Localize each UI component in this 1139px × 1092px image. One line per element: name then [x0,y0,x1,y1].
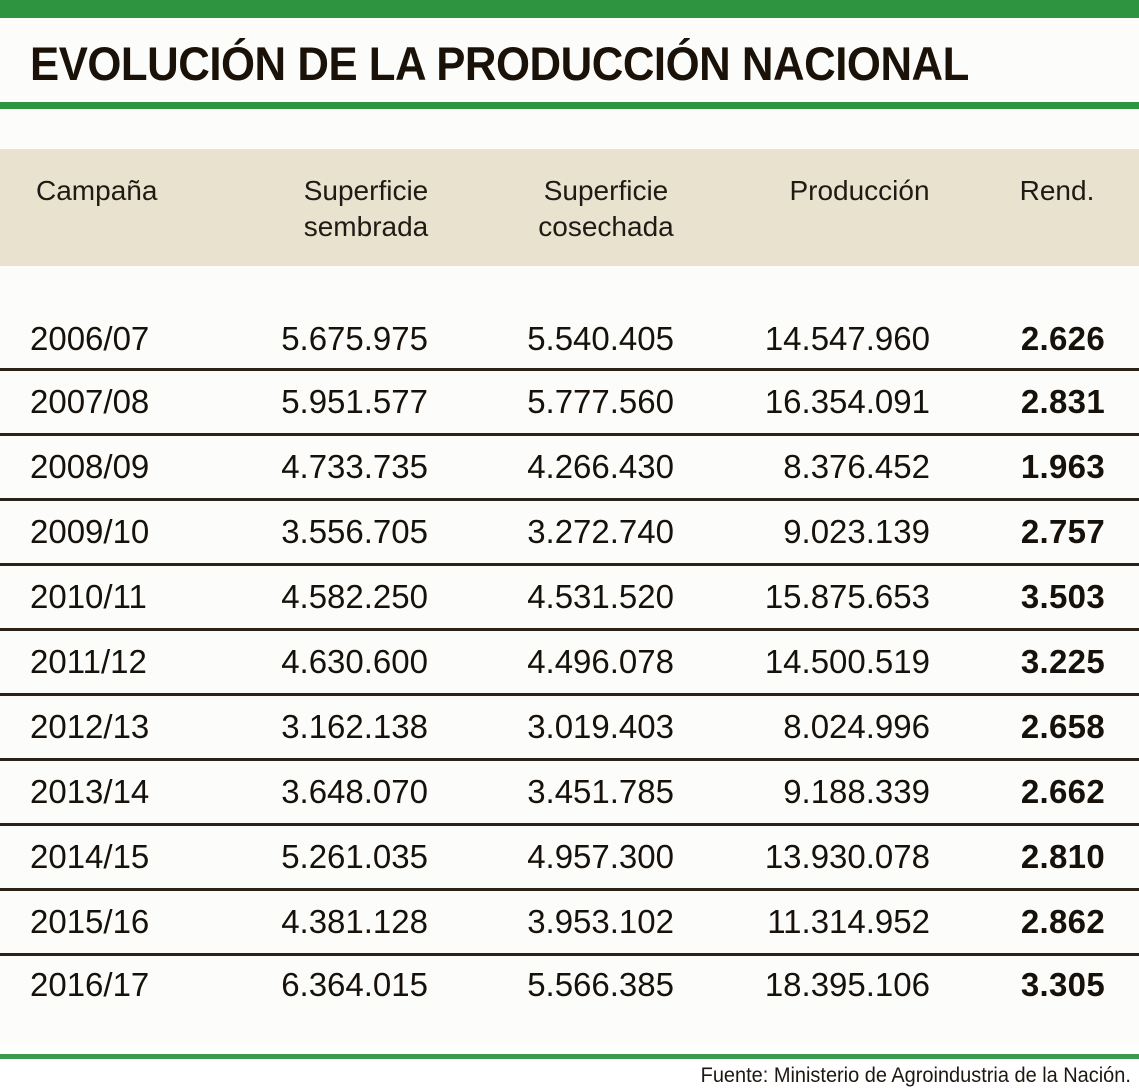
cell-superficie-cosechada: 3.451.785 [486,759,726,826]
table-row: 2006/07 5.675.975 5.540.405 14.547.960 2.626 [0,266,1139,371]
cell-superficie-sembrada: 3.162.138 [246,694,486,761]
cell-superficie-sembrada: 6.364.015 [281,966,428,1003]
cell-superficie-sembrada: 5.675.975 [246,266,486,371]
cell-produccion: 14.500.519 [726,629,993,696]
footer: Fuente: Ministerio de Agroindustria de l… [0,1059,1139,1092]
table-row: 2007/08 5.951.577 5.777.560 16.354.091 2.831 [0,369,1139,436]
table-row: 2009/10 3.556.705 3.272.740 9.023.139 2.757 [0,499,1139,566]
table-body: 2006/07 5.675.975 5.540.405 14.547.960 2.626… [0,266,1139,1054]
column-header-rend: Rend. [993,149,1139,266]
cell-superficie-sembrada: 3.556.705 [246,499,486,566]
production-table: Campaña Superficie sembrada Superficie c… [0,149,1139,1054]
cell-superficie-cosechada: 5.540.405 [486,266,726,371]
top-green-band [0,0,1139,18]
title-spacer [0,109,1139,149]
cell-superficie-cosechada: 4.266.430 [486,434,726,501]
column-header-cosechada-line1: Superficie [543,175,669,206]
cell-produccion: 8.376.452 [726,434,993,501]
table-row: 2016/17 6.364.015 5.566.385 18.395.106 3.305 [0,955,1139,1055]
column-header-produccion-line1: Producción [789,175,930,206]
cell-campana: 2006/07 [0,266,246,371]
column-header-produccion: Producción [726,149,993,266]
table-row: 2012/13 3.162.138 3.019.403 8.024.996 2.658 [0,694,1139,761]
title-underline-rule [0,102,1139,109]
cell-campana: 2016/17 [30,966,150,1003]
cell-campana: 2015/16 [0,889,246,956]
cell-superficie-sembrada: 4.582.250 [246,564,486,631]
cell-produccion: 8.024.996 [726,694,993,761]
table-row: 2010/11 4.582.250 4.531.520 15.875.653 3.503 [0,564,1139,631]
cell-produccion: 9.023.139 [726,499,993,566]
table-header-row: Campaña Superficie sembrada Superficie c… [0,149,1139,266]
cell-campana: 2013/14 [0,759,246,826]
cell-superficie-cosechada: 4.496.078 [486,629,726,696]
page-title: EVOLUCIÓN DE LA PRODUCCIÓN NACIONAL [30,37,969,90]
source-note: Fuente: Ministerio de Agroindustria de l… [700,1063,1131,1087]
title-area: EVOLUCIÓN DE LA PRODUCCIÓN NACIONAL [0,18,1139,92]
cell-produccion: 14.547.960 [726,266,993,371]
cell-produccion: 16.354.091 [726,369,993,436]
cell-rend: 2.810 [993,824,1139,891]
cell-rend: 1.963 [993,434,1139,501]
cell-campana: 2010/11 [0,564,246,631]
cell-rend: 3.225 [993,629,1139,696]
column-header-cosechada-line2: cosechada [538,211,674,242]
column-header-campana-line1: Campaña [36,175,158,206]
cell-superficie-sembrada: 3.648.070 [246,759,486,826]
cell-superficie-cosechada: 3.953.102 [486,889,726,956]
column-header-sembrada-line1: Superficie [303,175,429,206]
table-row: 2015/16 4.381.128 3.953.102 11.314.952 2.862 [0,889,1139,956]
cell-rend: 2.862 [993,889,1139,956]
cell-superficie-cosechada: 3.272.740 [486,499,726,566]
cell-produccion: 9.188.339 [726,759,993,826]
cell-superficie-sembrada: 5.951.577 [246,369,486,436]
cell-superficie-sembrada: 4.733.735 [246,434,486,501]
cell-rend: 2.658 [993,694,1139,761]
table-row: 2014/15 5.261.035 4.957.300 13.930.078 2.810 [0,824,1139,891]
cell-produccion: 18.395.106 [764,966,930,1003]
column-header-sembrada-line2: sembrada [303,211,429,242]
cell-superficie-cosechada: 4.957.300 [486,824,726,891]
cell-superficie-cosechada: 3.019.403 [486,694,726,761]
cell-rend: 3.305 [1020,966,1105,1003]
cell-rend: 2.626 [993,266,1139,371]
cell-campana: 2007/08 [0,369,246,436]
table-row: 2008/09 4.733.735 4.266.430 8.376.452 1.963 [0,434,1139,501]
cell-produccion: 13.930.078 [726,824,993,891]
table-row: 2013/14 3.648.070 3.451.785 9.188.339 2.662 [0,759,1139,826]
column-header-superficie-cosechada: Superficie cosechada [486,149,726,266]
cell-superficie-sembrada: 4.381.128 [246,889,486,956]
cell-produccion: 15.875.653 [726,564,993,631]
column-header-rend-line1: Rend. [1019,175,1095,206]
cell-produccion: 11.314.952 [726,889,993,956]
table-row: 2011/12 4.630.600 4.496.078 14.500.519 3.225 [0,629,1139,696]
cell-superficie-cosechada: 5.777.560 [486,369,726,436]
cell-rend: 2.662 [993,759,1139,826]
cell-superficie-cosechada: 4.531.520 [486,564,726,631]
cell-superficie-sembrada: 4.630.600 [246,629,486,696]
cell-campana: 2008/09 [0,434,246,501]
cell-rend: 3.503 [993,564,1139,631]
cell-campana: 2012/13 [0,694,246,761]
cell-rend: 2.831 [993,369,1139,436]
table-container: Campaña Superficie sembrada Superficie c… [0,149,1139,1054]
cell-campana: 2011/12 [0,629,246,696]
cell-superficie-sembrada: 5.261.035 [246,824,486,891]
cell-campana: 2014/15 [0,824,246,891]
cell-rend: 2.757 [993,499,1139,566]
cell-superficie-cosechada: 5.566.385 [527,966,674,1003]
cell-campana: 2009/10 [0,499,246,566]
column-header-campana: Campaña [0,149,246,266]
table-header: Campaña Superficie sembrada Superficie c… [0,149,1139,266]
column-header-superficie-sembrada: Superficie sembrada [246,149,486,266]
